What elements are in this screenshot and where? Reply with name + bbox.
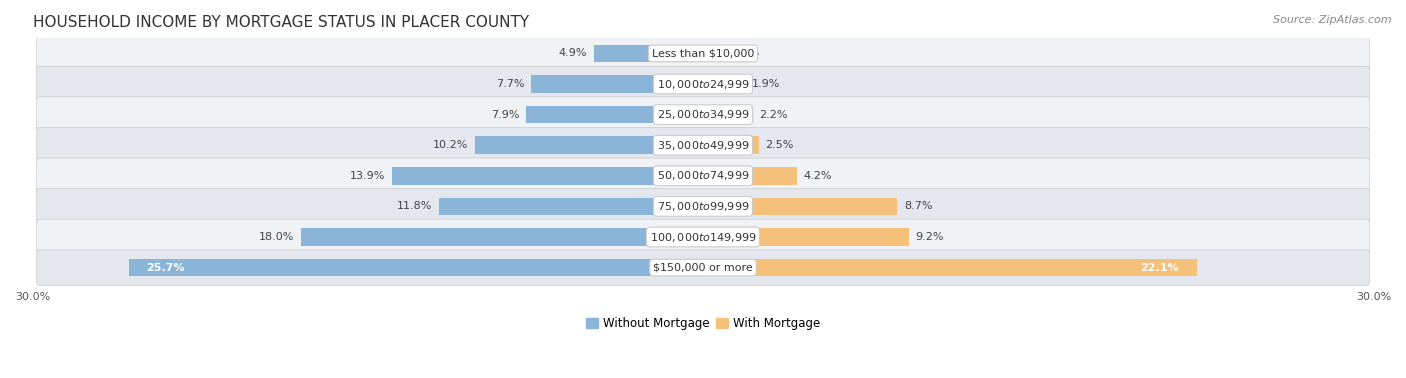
- Bar: [392, 167, 703, 185]
- FancyBboxPatch shape: [37, 158, 1369, 194]
- Bar: [439, 198, 703, 215]
- Text: 1.0%: 1.0%: [733, 48, 761, 59]
- Text: Less than $10,000: Less than $10,000: [652, 48, 754, 59]
- Text: $25,000 to $34,999: $25,000 to $34,999: [657, 108, 749, 121]
- Text: 1.9%: 1.9%: [752, 79, 780, 89]
- FancyBboxPatch shape: [37, 66, 1369, 102]
- Bar: [301, 228, 703, 246]
- Bar: [593, 45, 703, 62]
- Bar: [526, 106, 703, 124]
- Text: 8.7%: 8.7%: [904, 201, 932, 211]
- Bar: [703, 136, 759, 154]
- Bar: [531, 75, 703, 93]
- Text: $75,000 to $99,999: $75,000 to $99,999: [657, 200, 749, 213]
- Text: 22.1%: 22.1%: [1140, 263, 1180, 273]
- FancyBboxPatch shape: [37, 189, 1369, 224]
- Text: 2.5%: 2.5%: [766, 140, 794, 150]
- Bar: [703, 228, 908, 246]
- Text: HOUSEHOLD INCOME BY MORTGAGE STATUS IN PLACER COUNTY: HOUSEHOLD INCOME BY MORTGAGE STATUS IN P…: [32, 15, 529, 30]
- Text: 4.2%: 4.2%: [804, 171, 832, 181]
- Text: $35,000 to $49,999: $35,000 to $49,999: [657, 139, 749, 152]
- FancyBboxPatch shape: [37, 36, 1369, 71]
- Text: $100,000 to $149,999: $100,000 to $149,999: [650, 231, 756, 243]
- Bar: [703, 259, 1197, 276]
- Bar: [703, 45, 725, 62]
- Bar: [475, 136, 703, 154]
- Bar: [703, 198, 897, 215]
- Legend: Without Mortgage, With Mortgage: Without Mortgage, With Mortgage: [581, 312, 825, 335]
- Text: 7.9%: 7.9%: [491, 110, 520, 119]
- Text: 2.2%: 2.2%: [759, 110, 787, 119]
- Text: 13.9%: 13.9%: [350, 171, 385, 181]
- Text: $10,000 to $24,999: $10,000 to $24,999: [657, 77, 749, 90]
- Text: 11.8%: 11.8%: [398, 201, 433, 211]
- Bar: [703, 167, 797, 185]
- Text: 10.2%: 10.2%: [433, 140, 468, 150]
- Text: 4.9%: 4.9%: [558, 48, 586, 59]
- Text: 9.2%: 9.2%: [915, 232, 943, 242]
- Text: $50,000 to $74,999: $50,000 to $74,999: [657, 169, 749, 182]
- Bar: [703, 106, 752, 124]
- Text: 7.7%: 7.7%: [496, 79, 524, 89]
- Text: 18.0%: 18.0%: [259, 232, 294, 242]
- FancyBboxPatch shape: [37, 97, 1369, 132]
- Text: $150,000 or more: $150,000 or more: [654, 263, 752, 273]
- Text: 25.7%: 25.7%: [146, 263, 186, 273]
- Bar: [703, 75, 745, 93]
- FancyBboxPatch shape: [37, 250, 1369, 285]
- FancyBboxPatch shape: [37, 127, 1369, 163]
- Bar: [129, 259, 703, 276]
- FancyBboxPatch shape: [37, 219, 1369, 255]
- Text: Source: ZipAtlas.com: Source: ZipAtlas.com: [1274, 15, 1392, 25]
